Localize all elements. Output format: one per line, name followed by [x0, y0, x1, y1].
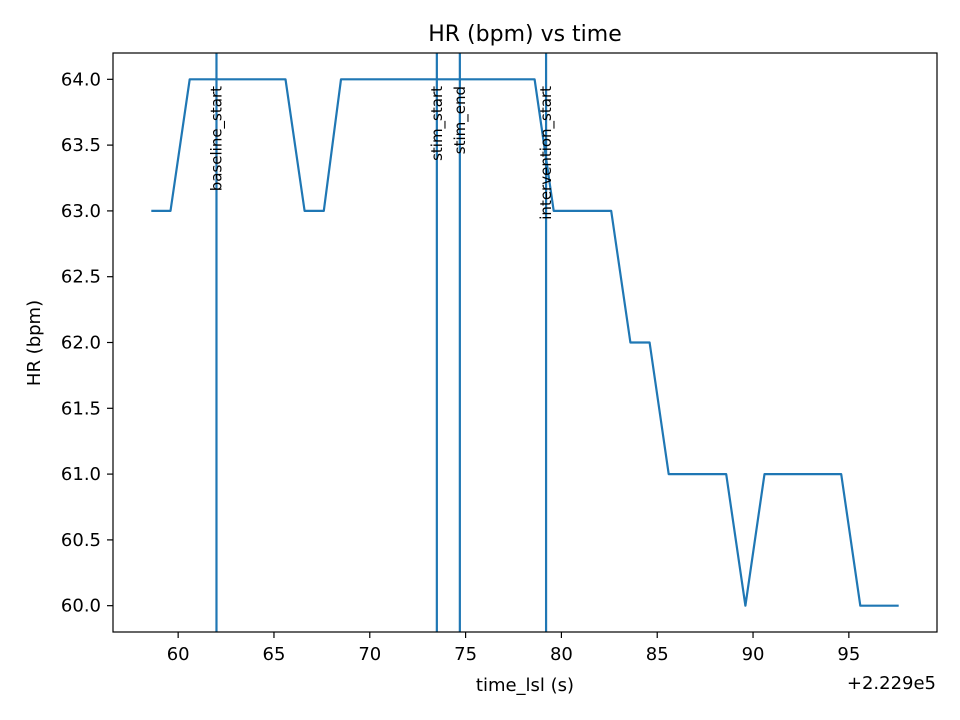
event-label-stim_start: stim_start: [428, 86, 447, 161]
event-label-baseline_start: baseline_start: [208, 86, 227, 191]
y-tick-label: 64.0: [61, 69, 101, 90]
plot-frame: [112, 52, 938, 633]
event-label-stim_end: stim_end: [451, 86, 470, 154]
x-tick-label: 60: [167, 644, 190, 665]
y-tick-label: 63.0: [61, 201, 101, 222]
x-tick-label: 70: [358, 644, 381, 665]
y-tick-label: 61.5: [61, 398, 101, 419]
x-tick-label: 80: [550, 644, 573, 665]
plot-area: baseline_start stim_start stim_end interven…: [112, 52, 938, 633]
x-axis: 60 65 70 75 80 85 90 95: [167, 632, 860, 665]
series-line-0: [151, 78, 899, 607]
x-axis-offset-label: +2.229e5: [847, 673, 936, 694]
y-tick-label: 62.5: [61, 267, 101, 288]
y-tick-label: 60.5: [61, 530, 101, 551]
x-axis-label: time_lsl (s): [476, 675, 574, 696]
x-tick-label: 85: [646, 644, 669, 665]
y-axis-label: HR (bpm): [24, 300, 45, 386]
x-tick-label: 65: [263, 644, 286, 665]
y-tick-label: 61.0: [61, 464, 101, 485]
x-tick-label: 90: [742, 644, 765, 665]
y-tick-label: 62.0: [61, 333, 101, 354]
chart-title: HR (bpm) vs time: [428, 22, 622, 47]
event-label-intervention_start: intervention_start: [537, 86, 556, 220]
y-tick-label: 60.0: [61, 596, 101, 617]
y-tick-label: 63.5: [61, 135, 101, 156]
x-tick-label: 75: [454, 644, 477, 665]
x-tick-label: 95: [837, 644, 860, 665]
y-axis: 60.0 60.5 61.0 61.5 62.0 62.5 63.0 63.5 64.0: [61, 69, 113, 617]
